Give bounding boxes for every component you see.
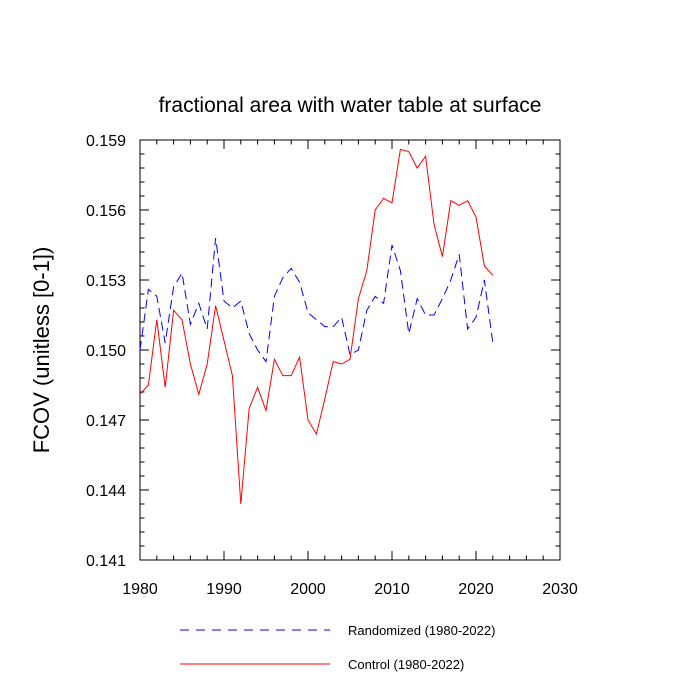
y-tick-label: 0.147 [86, 413, 126, 430]
x-tick-label: 2010 [374, 581, 410, 598]
y-axis-label: FCOV (unitless [0-1]) [29, 247, 54, 454]
series-lines [139, 148, 494, 505]
x-tick-label: 1990 [206, 581, 242, 598]
legend-label-control: Control (1980-2022) [348, 657, 464, 672]
x-axis-tick-labels: 1980 1990 2000 2010 2020 2030 [122, 581, 578, 598]
y-axis-tick-labels: 0.141 0.144 0.147 0.150 0.153 0.156 0.159 [86, 133, 126, 570]
y-tick-label: 0.153 [86, 273, 126, 290]
y-tick-label: 0.141 [86, 553, 126, 570]
legend: Randomized (1980-2022) Control (1980-202… [180, 623, 495, 672]
x-tick-label: 1980 [122, 581, 158, 598]
series-line-randomized [139, 237, 494, 363]
y-tick-label: 0.159 [86, 133, 126, 150]
y-tick-label: 0.144 [86, 483, 126, 500]
series-line-control [139, 148, 494, 505]
chart-title: fractional area with water table at surf… [159, 94, 542, 117]
y-tick-label: 0.150 [86, 343, 126, 360]
axis-ticks [139, 139, 561, 561]
x-tick-label: 2000 [290, 581, 326, 598]
legend-label-randomized: Randomized (1980-2022) [348, 623, 495, 638]
plot-frame [139, 139, 561, 561]
x-tick-label: 2020 [458, 581, 494, 598]
y-tick-label: 0.156 [86, 203, 126, 220]
x-tick-label: 2030 [542, 581, 578, 598]
